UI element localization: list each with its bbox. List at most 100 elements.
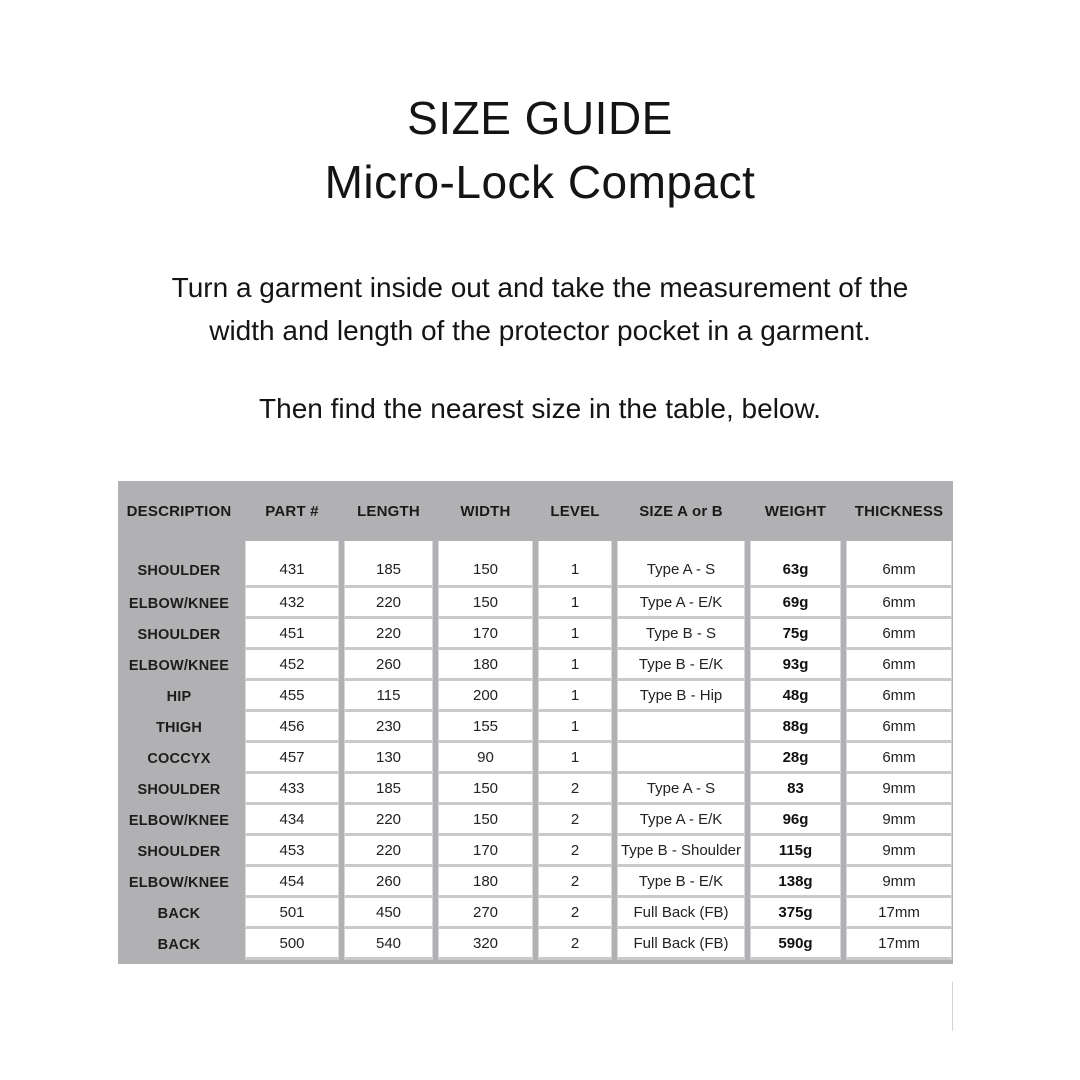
table-cell-size: Type A - S xyxy=(617,541,745,588)
instructions-paragraph: Turn a garment inside out and take the m… xyxy=(0,266,1080,352)
table-cell-length: 260 xyxy=(344,867,433,898)
table-cell-part: 456 xyxy=(245,712,339,743)
table-cell-level: 1 xyxy=(538,619,612,650)
header-cell-weight: WEIGHT xyxy=(764,502,827,520)
table-cell-weight: 590g xyxy=(750,929,841,960)
table-cell-part: 455 xyxy=(245,681,339,712)
description-cell: SHOULDER xyxy=(137,843,221,860)
size-table: DESCRIPTION PART # LENGTH WIDTH LEVEL SI… xyxy=(118,481,953,964)
description-cell: ELBOW/KNEE xyxy=(128,812,230,829)
table-cell-size: Type A - E/K xyxy=(617,588,745,619)
table-cell-part: 433 xyxy=(245,774,339,805)
table-cell-size: Full Back (FB) xyxy=(617,929,745,960)
header-cell-length: LENGTH xyxy=(357,502,420,520)
header-cell-description: DESCRIPTION xyxy=(126,502,232,520)
table-cell-weight: 83 xyxy=(750,774,841,805)
table-cell-width: 150 xyxy=(438,541,533,588)
table-cell-level: 2 xyxy=(538,774,612,805)
description-cell: HIP xyxy=(166,688,192,705)
table-cell-thickness: 6mm xyxy=(846,650,952,681)
table-cell-thickness: 6mm xyxy=(846,743,952,774)
table-cell-thickness: 6mm xyxy=(846,619,952,650)
table-cell-width: 90 xyxy=(438,743,533,774)
table-cell-part: 434 xyxy=(245,805,339,836)
header-cell-part: PART # xyxy=(265,502,319,520)
table-cell-size: Type A - S xyxy=(617,774,745,805)
table-cell-size: Type B - Hip xyxy=(617,681,745,712)
description-cell: SHOULDER xyxy=(137,626,221,643)
table-cell-width: 200 xyxy=(438,681,533,712)
table-cell-length: 450 xyxy=(344,898,433,929)
header-cell-size: SIZE A or B xyxy=(639,502,723,520)
header-cell-width: WIDTH xyxy=(460,502,511,520)
header-cell-level: LEVEL xyxy=(550,502,600,520)
table-cell-weight: 75g xyxy=(750,619,841,650)
instructions-line1: Turn a garment inside out and take the m… xyxy=(171,272,909,303)
table-cell-level: 2 xyxy=(538,867,612,898)
table-cell-size: Type B - S xyxy=(617,619,745,650)
table-cell-size: Full Back (FB) xyxy=(617,898,745,929)
page-title: SIZE GUIDE Micro-Lock Compact xyxy=(0,86,1080,214)
table-cell-part: 501 xyxy=(245,898,339,929)
table-cell-width: 320 xyxy=(438,929,533,960)
table-cell-weight: 138g xyxy=(750,867,841,898)
table-cell-size xyxy=(617,712,745,743)
page-title-line1: SIZE GUIDE xyxy=(407,92,673,144)
table-cell-weight: 48g xyxy=(750,681,841,712)
table-cell-level: 1 xyxy=(538,650,612,681)
table-cell-thickness: 9mm xyxy=(846,867,952,898)
table-cell-part: 452 xyxy=(245,650,339,681)
description-cell: SHOULDER xyxy=(137,781,221,798)
table-cell-thickness: 9mm xyxy=(846,836,952,867)
description-cell: ELBOW/KNEE xyxy=(128,657,230,674)
table-cell-part: 431 xyxy=(245,541,339,588)
table-cell-level: 1 xyxy=(538,588,612,619)
table-cell-size: Type B - Shoulder xyxy=(617,836,745,867)
table-cell-thickness: 9mm xyxy=(846,805,952,836)
table-cell-width: 270 xyxy=(438,898,533,929)
description-cell: COCCYX xyxy=(147,750,211,767)
table-cell-width: 180 xyxy=(438,650,533,681)
table-cell-weight: 28g xyxy=(750,743,841,774)
table-cell-length: 220 xyxy=(344,836,433,867)
table-cell-size: Type B - E/K xyxy=(617,650,745,681)
table-cell-width: 150 xyxy=(438,588,533,619)
table-cell-part: 500 xyxy=(245,929,339,960)
table-cell-part: 457 xyxy=(245,743,339,774)
table-cell-level: 2 xyxy=(538,805,612,836)
table-cell-size xyxy=(617,743,745,774)
table-cell-level: 2 xyxy=(538,898,612,929)
table-cell-length: 130 xyxy=(344,743,433,774)
description-cell: BACK xyxy=(157,936,201,953)
header-cell-thickness: THICKNESS xyxy=(854,502,944,520)
table-cell-thickness: 6mm xyxy=(846,712,952,743)
table-cell-weight: 69g xyxy=(750,588,841,619)
table-cell-thickness: 17mm xyxy=(846,929,952,960)
table-cell-level: 1 xyxy=(538,712,612,743)
table-cell-part: 453 xyxy=(245,836,339,867)
table-cell-weight: 88g xyxy=(750,712,841,743)
table-cell-part: 454 xyxy=(245,867,339,898)
table-cell-length: 185 xyxy=(344,541,433,588)
description-cell: ELBOW/KNEE xyxy=(128,874,230,891)
table-cell-thickness: 6mm xyxy=(846,681,952,712)
table-cell-part: 451 xyxy=(245,619,339,650)
table-cell-width: 150 xyxy=(438,805,533,836)
description-cell: ELBOW/KNEE xyxy=(128,595,230,612)
table-cell-weight: 93g xyxy=(750,650,841,681)
table-cell-part: 432 xyxy=(245,588,339,619)
table-cell-length: 220 xyxy=(344,588,433,619)
table-cell-width: 170 xyxy=(438,836,533,867)
description-cell: BACK xyxy=(157,905,201,922)
table-cell-thickness: 17mm xyxy=(846,898,952,929)
table-cell-length: 220 xyxy=(344,619,433,650)
table-cell-width: 150 xyxy=(438,774,533,805)
table-cell-size: Type A - E/K xyxy=(617,805,745,836)
table-cell-weight: 115g xyxy=(750,836,841,867)
table-cell-thickness: 9mm xyxy=(846,774,952,805)
table-cell-length: 260 xyxy=(344,650,433,681)
table-cell-level: 2 xyxy=(538,929,612,960)
table-cell-length: 540 xyxy=(344,929,433,960)
table-cell-level: 2 xyxy=(538,836,612,867)
